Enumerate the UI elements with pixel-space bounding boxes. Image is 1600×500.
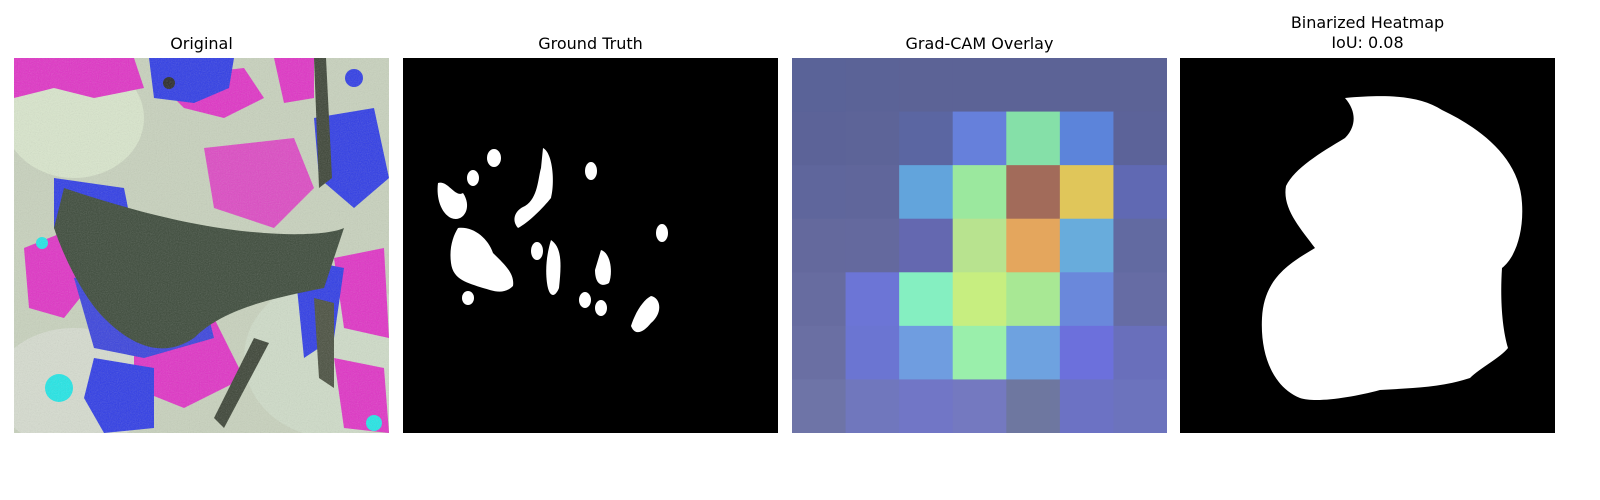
panel-title-gradcam: Grad-CAM Overlay — [905, 34, 1054, 53]
heatmap-cell — [1059, 111, 1114, 166]
binarized-title: Binarized Heatmap — [1290, 13, 1445, 32]
heatmap-cell — [952, 218, 1007, 273]
ground-truth-mask — [403, 58, 778, 433]
panel-title-original: Original — [170, 34, 233, 53]
heatmap-cell — [792, 325, 847, 380]
heatmap-cell — [1113, 165, 1167, 220]
heatmap-cell — [952, 379, 1007, 433]
heatmap-cell — [792, 58, 847, 113]
heatmap-cell — [952, 111, 1007, 166]
heatmap-cell — [952, 272, 1007, 327]
heatmap-cell — [952, 58, 1007, 113]
heatmap-cell — [1006, 218, 1061, 273]
heatmap-cell — [1059, 165, 1114, 220]
heatmap-cell — [1006, 58, 1061, 113]
heatmap-cell — [1006, 165, 1061, 220]
panel-title-binarized: Binarized Heatmap IoU: 0.08 — [1180, 13, 1555, 53]
heatmap-cell — [1113, 325, 1167, 380]
heatmap-cell — [899, 272, 954, 327]
binarized-mask — [1180, 58, 1555, 433]
heatmap-cell — [1059, 325, 1114, 380]
heatmap-cell — [1059, 58, 1114, 113]
heatmap-cell — [845, 272, 900, 327]
heatmap-cell — [792, 111, 847, 166]
heatmap-cell — [792, 165, 847, 220]
panel-title-ground-truth: Ground Truth — [538, 34, 643, 53]
heatmap-cell — [1113, 111, 1167, 166]
heatmap-cell — [1113, 272, 1167, 327]
heatmap-cell — [1059, 272, 1114, 327]
heatmap-cell — [792, 272, 847, 327]
heatmap-cell — [845, 325, 900, 380]
heatmap-cell — [1059, 218, 1114, 273]
heatmap-cell — [1006, 272, 1061, 327]
iou-score: IoU: 0.08 — [1331, 33, 1404, 52]
heatmap-cell — [899, 165, 954, 220]
heatmap-cell — [899, 325, 954, 380]
heatmap-cell — [792, 218, 847, 273]
heatmap-cell — [899, 218, 954, 273]
heatmap-cell — [1006, 379, 1061, 433]
heatmap-cell — [1113, 58, 1167, 113]
heatmap-cell — [845, 58, 900, 113]
gradcam-heatmap — [792, 58, 1167, 433]
heatmap-cell — [952, 165, 1007, 220]
heatmap-cell — [845, 165, 900, 220]
heatmap-cell — [899, 58, 954, 113]
heatmap-cell — [1059, 379, 1114, 433]
heatmap-cell — [1113, 218, 1167, 273]
heatmap-cell — [845, 111, 900, 166]
heatmap-cell — [792, 379, 847, 433]
heatmap-cell — [899, 379, 954, 433]
heatmap-cell — [845, 218, 900, 273]
heatmap-cell — [1006, 111, 1061, 166]
heatmap-cell — [899, 111, 954, 166]
heatmap-cell — [952, 325, 1007, 380]
original-image — [14, 58, 389, 433]
heatmap-cell — [845, 379, 900, 433]
heatmap-cell — [1006, 325, 1061, 380]
heatmap-cell — [1113, 379, 1167, 433]
